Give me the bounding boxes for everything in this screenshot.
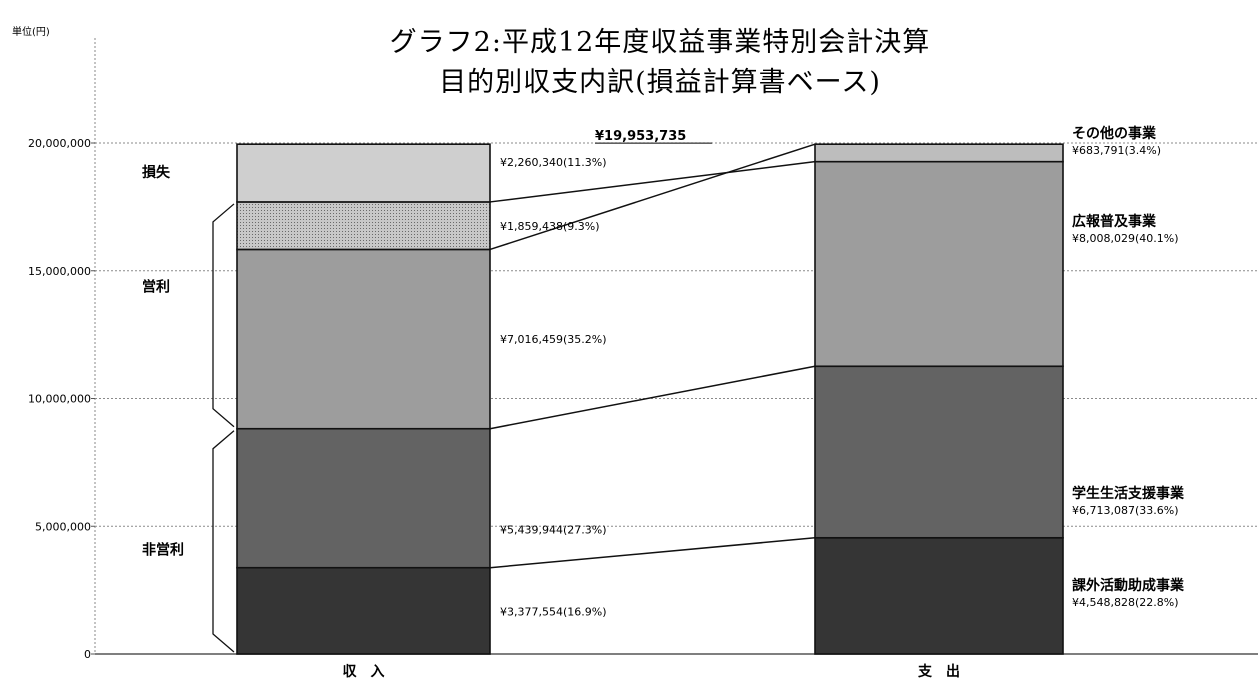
expense-data-label: ¥6,713,087(33.6%) [1072, 504, 1179, 517]
connector-line [489, 537, 816, 569]
income-bar-segment [236, 201, 491, 251]
expense-bar-segment [814, 143, 1064, 163]
connector-line [489, 143, 816, 251]
income-bar-segment [236, 143, 491, 203]
x-tick-label-expense: 支 出 [917, 663, 960, 680]
income-bar-segment [236, 566, 491, 655]
income-data-label: ¥1,859,438(9.3%) [500, 220, 600, 233]
profit-bracket [212, 203, 235, 428]
income-data-label: ¥5,439,944(27.3%) [500, 524, 607, 537]
profit-label: 営利 [142, 278, 170, 295]
non-profit-label: 非営利 [142, 542, 184, 559]
expense-data-label: ¥683,791(3.4%) [1072, 144, 1161, 157]
expense-bar-segment [814, 160, 1064, 368]
expense-data-label: ¥4,548,828(22.8%) [1072, 596, 1179, 609]
non-profit-bracket [212, 430, 235, 653]
expense-category-name: その他の事業 [1072, 125, 1157, 142]
expense-category-name: 学生生活支援事業 [1072, 485, 1185, 502]
y-axis-label: 単位(円) [12, 25, 50, 38]
y-tick-label: 15,000,000 [28, 265, 91, 278]
expense-data-label: ¥8,008,029(40.1%) [1072, 232, 1179, 245]
connector-line [489, 160, 816, 203]
x-tick-label-income: 収 入 [343, 663, 385, 680]
income-bar-segment [236, 248, 491, 430]
expense-category-name: 課外活動助成事業 [1072, 577, 1185, 594]
y-tick-label: 10,000,000 [28, 393, 91, 406]
connector-line [489, 365, 816, 430]
y-tick-label: 20,000,000 [28, 137, 91, 150]
expense-category-name: 広報普及事業 [1072, 213, 1157, 230]
expense-bar-segment [814, 536, 1064, 655]
income-bar-segment [236, 427, 491, 569]
income-data-label: ¥7,016,459(35.2%) [500, 333, 607, 346]
total-label: ¥19,953,735 [595, 129, 686, 144]
chart-title: グラフ2:平成12年度収益事業特別会計決算 [389, 27, 931, 58]
y-tick-label: 5,000,000 [35, 520, 91, 533]
expense-bar-segment [814, 365, 1064, 539]
loss-label: 損失 [142, 164, 171, 181]
income-data-label: ¥2,260,340(11.3%) [500, 156, 607, 169]
income-data-label: ¥3,377,554(16.9%) [500, 606, 607, 619]
y-tick-label: 0 [84, 648, 91, 661]
chart-subtitle: 目的別収支内訳(損益計算書ベース) [439, 67, 881, 98]
